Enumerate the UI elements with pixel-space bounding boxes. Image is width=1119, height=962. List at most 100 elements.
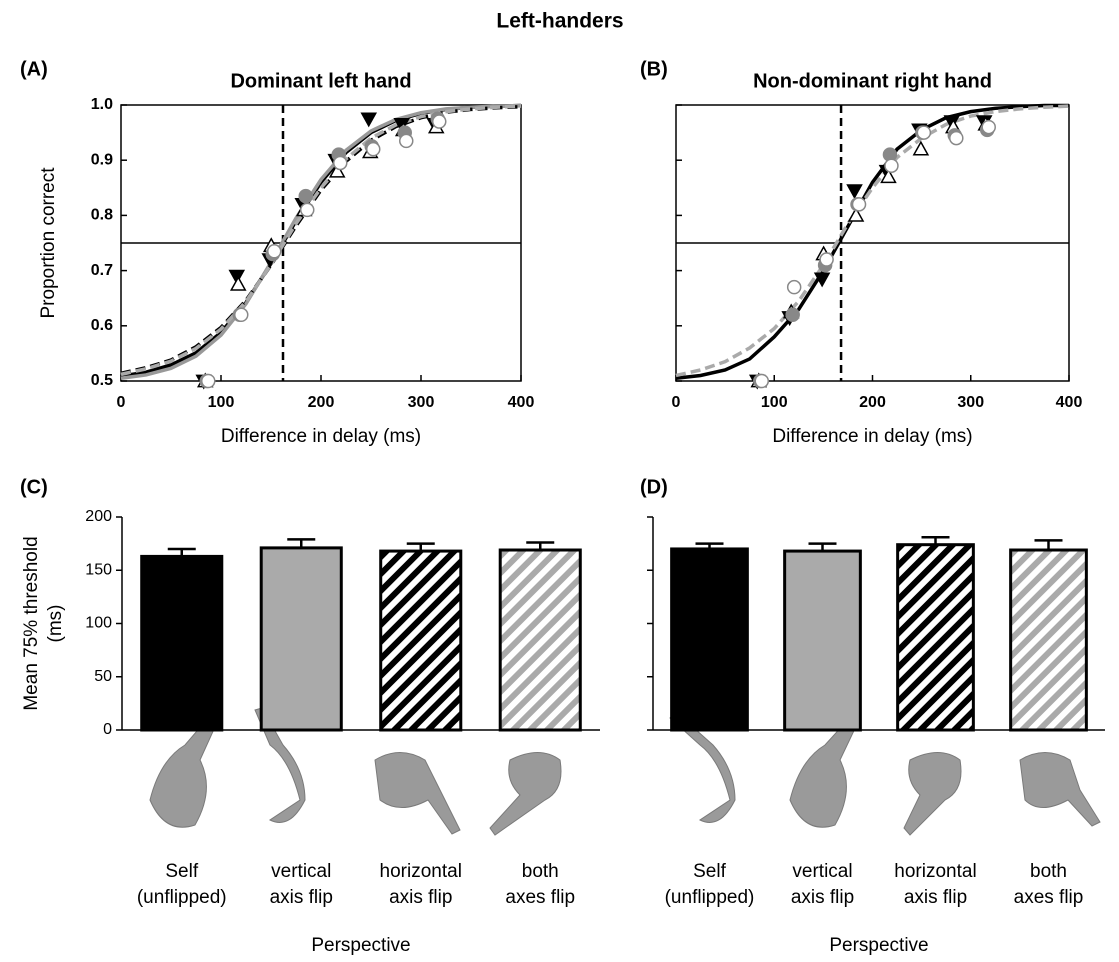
hand-icon: [903, 752, 962, 836]
y-tick-label: 0.5: [91, 372, 113, 389]
category-label: axes flip: [505, 887, 575, 908]
fit-curve: [675, 103, 1069, 380]
y-axis-label: (ms): [45, 605, 66, 643]
data-point: [234, 307, 249, 323]
category-label: horizontal: [894, 861, 976, 882]
data-point: [432, 114, 447, 129]
fit-curve: [120, 103, 522, 380]
data-point: [298, 188, 313, 204]
y-tick-label: 50: [94, 668, 112, 685]
hand-icon: [1019, 752, 1101, 827]
data-point: [819, 252, 834, 267]
data-point: [366, 141, 381, 157]
data-point: [981, 119, 996, 135]
hand-icon: [254, 707, 306, 823]
hand-icon: [789, 711, 861, 828]
y-tick-label: 150: [85, 561, 112, 578]
x-tick-label: 100: [761, 394, 788, 411]
bar: [670, 547, 749, 732]
figure-title: Left-handers: [496, 10, 623, 33]
bar: [140, 554, 224, 732]
data-point: [399, 133, 414, 149]
data-point: [754, 373, 770, 389]
bar: [498, 548, 582, 732]
category-label: axis flip: [389, 887, 452, 908]
data-point: [884, 158, 899, 173]
x-axis-label: Perspective: [311, 935, 410, 956]
x-tick-label: 300: [957, 394, 984, 411]
data-point: [813, 272, 831, 288]
y-tick-label: 100: [85, 615, 112, 632]
data-point: [786, 279, 802, 295]
x-tick-label: 0: [117, 394, 126, 411]
category-label: axis flip: [270, 887, 333, 908]
panel-label: (D): [640, 476, 668, 498]
data-point: [785, 307, 800, 323]
category-label: (unflipped): [665, 887, 755, 908]
data-point: [851, 197, 867, 212]
data-point: [912, 140, 930, 156]
bar: [259, 546, 343, 732]
data-point: [846, 184, 863, 200]
category-label: Self: [165, 861, 198, 882]
x-tick-label: 200: [859, 394, 886, 411]
category-label: vertical: [792, 861, 852, 882]
y-tick-label: 0.6: [91, 317, 113, 334]
hand-icons: [149, 707, 1101, 836]
data-point: [228, 269, 246, 285]
y-axis-label: Mean 75% threshold: [21, 536, 42, 710]
panel-label: (B): [640, 58, 668, 80]
fit-curve: [120, 103, 522, 378]
category-label: horizontal: [380, 861, 462, 882]
x-axis-label: Difference in delay (ms): [772, 426, 972, 447]
x-tick-label: 0: [672, 394, 681, 411]
bar: [783, 549, 862, 732]
category-label: axes flip: [1014, 887, 1084, 908]
category-label: axis flip: [904, 887, 967, 908]
bar: [1009, 548, 1088, 732]
fit-curve: [120, 104, 522, 377]
category-label: vertical: [271, 861, 331, 882]
data-point: [201, 373, 216, 389]
data-point: [880, 168, 897, 184]
data-point: [300, 202, 315, 218]
panel-label: (A): [20, 58, 48, 80]
data-point: [229, 275, 247, 291]
category-label: both: [522, 861, 559, 882]
data-point: [328, 162, 346, 178]
x-tick-label: 100: [208, 394, 235, 411]
y-tick-label: 1.0: [91, 96, 113, 113]
panel-label: (C): [20, 476, 48, 498]
chart-title: Dominant left hand: [230, 70, 411, 92]
x-tick-label: 300: [408, 394, 435, 411]
fit-curve: [120, 104, 522, 375]
y-tick-label: 200: [85, 508, 112, 525]
y-tick-label: 0.8: [91, 207, 113, 224]
data-point: [847, 206, 865, 222]
y-tick-label: 0: [103, 721, 112, 738]
category-label: both: [1030, 861, 1067, 882]
x-axis-label: Difference in delay (ms): [221, 426, 421, 447]
category-label: axis flip: [791, 887, 854, 908]
y-tick-label: 0.7: [91, 262, 113, 279]
bar: [379, 549, 463, 732]
data-point: [333, 155, 348, 171]
y-tick-label: 0.9: [91, 151, 113, 168]
hand-icon: [489, 752, 562, 836]
data-point: [267, 244, 282, 259]
x-tick-label: 200: [308, 394, 335, 411]
data-point: [360, 112, 378, 128]
y-axis-label: Proportion correct: [38, 167, 59, 319]
hand-icon: [374, 752, 461, 835]
data-point: [949, 130, 964, 146]
x-tick-label: 400: [1056, 394, 1083, 411]
data-point: [916, 125, 932, 140]
category-label: Self: [693, 861, 726, 882]
hand-icon: [149, 709, 221, 828]
fit-curve: [675, 104, 1070, 378]
x-axis-label: Perspective: [829, 935, 928, 956]
chart-title: Non-dominant right hand: [753, 70, 992, 92]
bar: [896, 543, 975, 732]
